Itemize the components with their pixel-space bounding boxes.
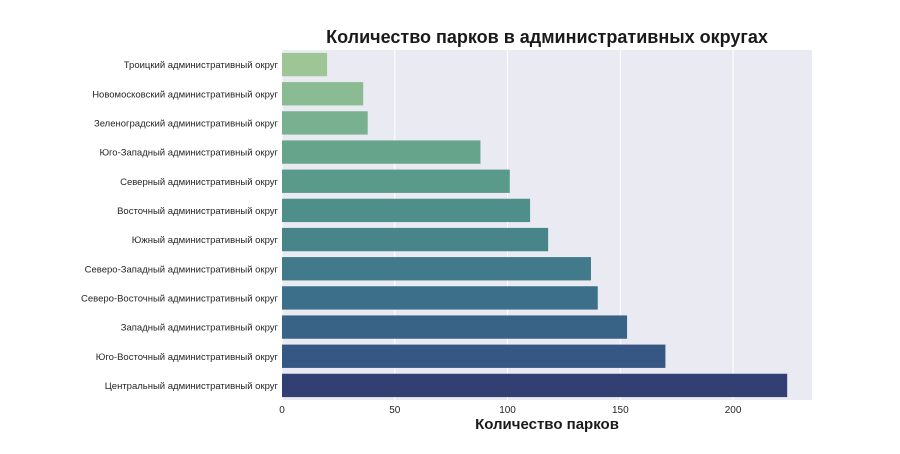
bar [282,286,598,310]
bar [282,373,788,398]
gridlines [281,50,734,400]
y-tick-label: Северо-Восточный административный округ [81,293,279,304]
x-tick-label: 50 [389,405,401,416]
plot-area [282,50,812,400]
bar [282,344,666,368]
bar [282,169,510,193]
y-tick-label: Западный административный округ [121,323,279,334]
bars [282,52,788,398]
y-tick-label: Троицкий административный округ [124,60,279,71]
bar [282,257,591,281]
x-tick-labels: 0 50 100 150 200 [279,405,742,416]
x-tick-label: 100 [499,405,516,416]
y-tick-labels: Троицкий административный округ Новомоско… [81,60,279,392]
bar [282,140,481,164]
y-tick-label: Юго-Западный административный округ [99,148,278,159]
x-tick-label: 150 [612,405,629,416]
chart-title: Количество парков в административных окр… [326,27,768,47]
y-tick-label: Зеленоградский административный округ [94,118,279,129]
x-tick-label: 200 [725,405,742,416]
y-tick-label: Центральный административный округ [105,381,279,392]
bar [282,111,368,135]
y-tick-label: Юго-Восточный административный округ [96,352,279,363]
bar [282,227,549,252]
bar [282,198,531,223]
y-tick-label: Северо-Западный административный округ [85,264,279,275]
x-tick-label: 0 [279,405,285,416]
x-axis-label: Количество парков [475,416,619,433]
y-tick-label: Южный административный округ [132,235,279,246]
bar [282,52,328,77]
bar [282,315,628,339]
y-tick-label: Новомосковский административный округ [92,89,278,100]
y-tick-label: Северный административный округ [120,177,278,188]
y-tick-label: Восточный административный округ [117,206,278,217]
bar [282,82,364,106]
